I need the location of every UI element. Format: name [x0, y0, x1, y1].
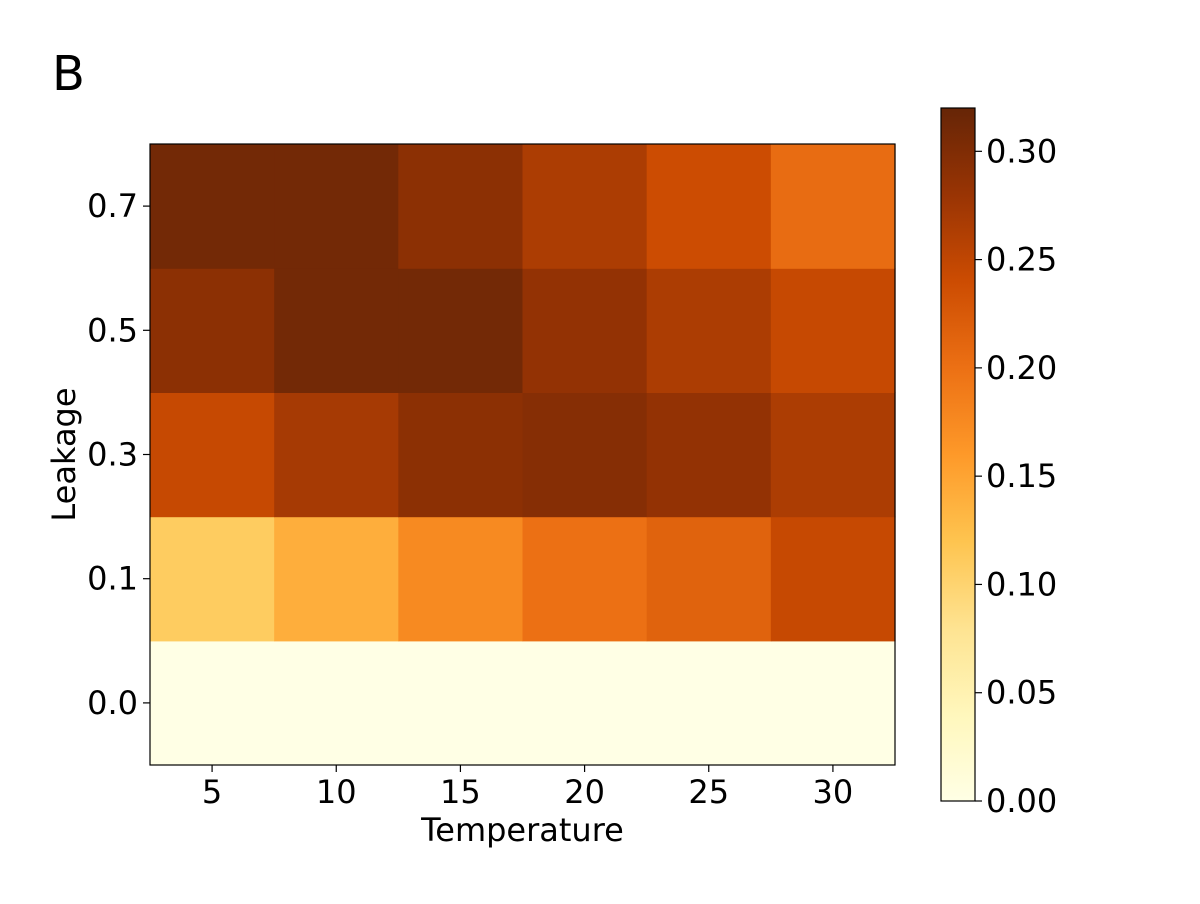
heatmap-cell [398, 144, 524, 269]
colorbar-tick-label: 0.05 [986, 674, 1057, 712]
colorbar-ticks: 0.00 0.05 0.10 0.15 0.20 0.25 0.30 [975, 132, 1057, 820]
x-tick-label: 15 [440, 773, 481, 811]
heatmap-cell [522, 516, 648, 642]
colorbar-tick-label: 0.10 [986, 565, 1057, 603]
colorbar-tick-label: 0.20 [986, 349, 1057, 387]
x-tick-label: 30 [813, 773, 854, 811]
heatmap-cell [398, 392, 524, 518]
colorbar-tick-label: 0.30 [986, 132, 1057, 170]
heatmap-cell [398, 640, 524, 766]
heatmap-cell [398, 268, 524, 393]
x-tick-label: 10 [316, 773, 357, 811]
heatmap-cell [522, 268, 648, 393]
colorbar-tick-label: 0.25 [986, 241, 1057, 279]
heatmap-cell [274, 640, 399, 766]
heatmap-cell [274, 516, 399, 642]
heatmap-cell [150, 640, 275, 766]
panel-label: B [52, 46, 85, 102]
colorbar: 0.00 0.05 0.10 0.15 0.20 0.25 0.30 [940, 107, 1057, 820]
heatmap-cell [274, 392, 399, 518]
heatmap-cell [522, 392, 648, 518]
heatmap-cell [770, 144, 896, 269]
heatmap-cell [150, 144, 275, 269]
heatmap-cell [522, 640, 648, 766]
heatmap-cell [646, 268, 772, 393]
heatmap-cell [770, 640, 896, 766]
x-tick-label: 25 [688, 773, 729, 811]
x-axis-label: Temperature [420, 811, 624, 849]
y-axis: 0.0 0.1 0.3 0.5 0.7 [87, 187, 150, 722]
y-tick-label: 0.1 [87, 560, 138, 598]
heatmap-cell [150, 516, 275, 642]
heatmap-cell [522, 144, 648, 269]
heatmap-cell [150, 392, 275, 518]
x-tick-label: 5 [202, 773, 222, 811]
heatmap-cell [770, 516, 896, 642]
heatmap-cell [150, 268, 275, 393]
heatmap-cell [274, 144, 399, 269]
y-tick-label: 0.5 [87, 311, 138, 349]
y-tick-label: 0.3 [87, 436, 138, 474]
x-tick-label: 20 [564, 773, 605, 811]
colorbar-gradient [940, 107, 976, 802]
heatmap-cell [646, 392, 772, 518]
heatmap-cell [398, 516, 524, 642]
heatmap-cell [770, 268, 896, 393]
y-axis-label: Leakage [45, 387, 83, 521]
heatmap-cell [770, 392, 896, 518]
heatmap-cells [150, 144, 896, 766]
x-axis: 5 10 15 20 25 30 [202, 765, 853, 811]
heatmap-cell [646, 640, 772, 766]
colorbar-tick-label: 0.00 [986, 782, 1057, 820]
heatmap-cell [646, 516, 772, 642]
colorbar-tick-label: 0.15 [986, 457, 1057, 495]
heatmap-cell [274, 268, 399, 393]
y-tick-label: 0.7 [87, 187, 138, 225]
heatmap-cell [646, 144, 772, 269]
y-tick-label: 0.0 [87, 684, 138, 722]
